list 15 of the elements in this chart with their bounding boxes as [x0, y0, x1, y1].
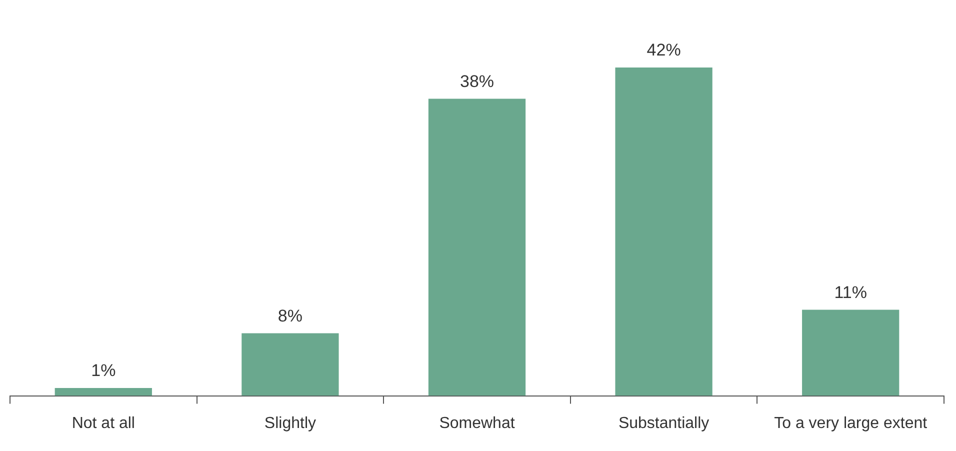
x-tick-label: Somewhat — [439, 414, 516, 432]
bar — [428, 98, 526, 396]
data-label: 1% — [91, 361, 116, 380]
data-label: 8% — [278, 306, 302, 326]
x-tick-label: Not at all — [72, 414, 135, 432]
bar — [802, 310, 900, 396]
x-tick-label: Substantially — [618, 414, 710, 432]
bar — [54, 388, 152, 396]
data-label: 11% — [834, 282, 867, 302]
bar — [242, 333, 339, 396]
x-tick-label: To a very large extent — [774, 414, 928, 432]
x-tick-label: Slightly — [264, 414, 316, 432]
data-label: 42% — [646, 40, 681, 60]
data-label: 38% — [460, 72, 494, 91]
bar — [615, 67, 712, 396]
